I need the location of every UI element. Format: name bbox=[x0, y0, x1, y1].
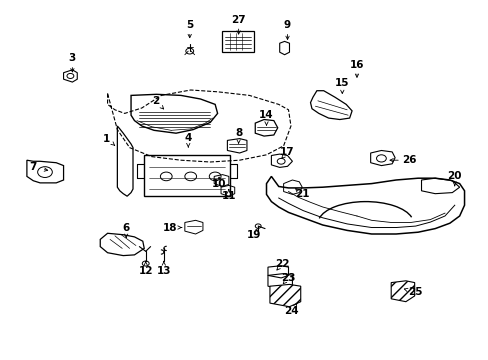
Text: 16: 16 bbox=[349, 60, 364, 70]
Text: 13: 13 bbox=[156, 266, 171, 276]
Text: 21: 21 bbox=[294, 189, 309, 199]
Text: 7: 7 bbox=[29, 162, 37, 172]
Text: 4: 4 bbox=[184, 132, 192, 143]
Text: 23: 23 bbox=[281, 273, 295, 283]
Text: 12: 12 bbox=[138, 266, 153, 276]
Text: 18: 18 bbox=[163, 222, 177, 233]
Text: 5: 5 bbox=[186, 20, 193, 30]
Text: 2: 2 bbox=[152, 96, 159, 106]
Text: 11: 11 bbox=[221, 191, 236, 201]
Text: 9: 9 bbox=[284, 20, 290, 30]
Text: 25: 25 bbox=[407, 287, 422, 297]
Polygon shape bbox=[390, 281, 414, 302]
Text: 6: 6 bbox=[122, 222, 129, 233]
Text: 24: 24 bbox=[283, 306, 298, 316]
Text: 8: 8 bbox=[235, 128, 242, 138]
Text: 1: 1 bbox=[103, 134, 110, 144]
Text: 20: 20 bbox=[447, 171, 461, 181]
Text: 3: 3 bbox=[69, 53, 76, 63]
Text: 17: 17 bbox=[280, 147, 294, 157]
Text: 22: 22 bbox=[275, 258, 289, 269]
Text: 27: 27 bbox=[231, 15, 245, 25]
Text: 26: 26 bbox=[402, 155, 416, 165]
Text: 14: 14 bbox=[259, 110, 273, 120]
Text: 19: 19 bbox=[246, 230, 261, 240]
Text: 15: 15 bbox=[334, 78, 349, 88]
Text: 10: 10 bbox=[211, 179, 226, 189]
Polygon shape bbox=[269, 284, 300, 307]
